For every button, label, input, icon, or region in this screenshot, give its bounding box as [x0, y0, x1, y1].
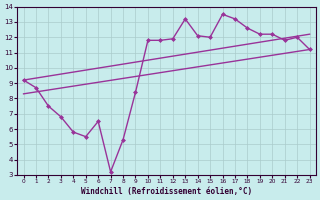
X-axis label: Windchill (Refroidissement éolien,°C): Windchill (Refroidissement éolien,°C) [81, 187, 252, 196]
